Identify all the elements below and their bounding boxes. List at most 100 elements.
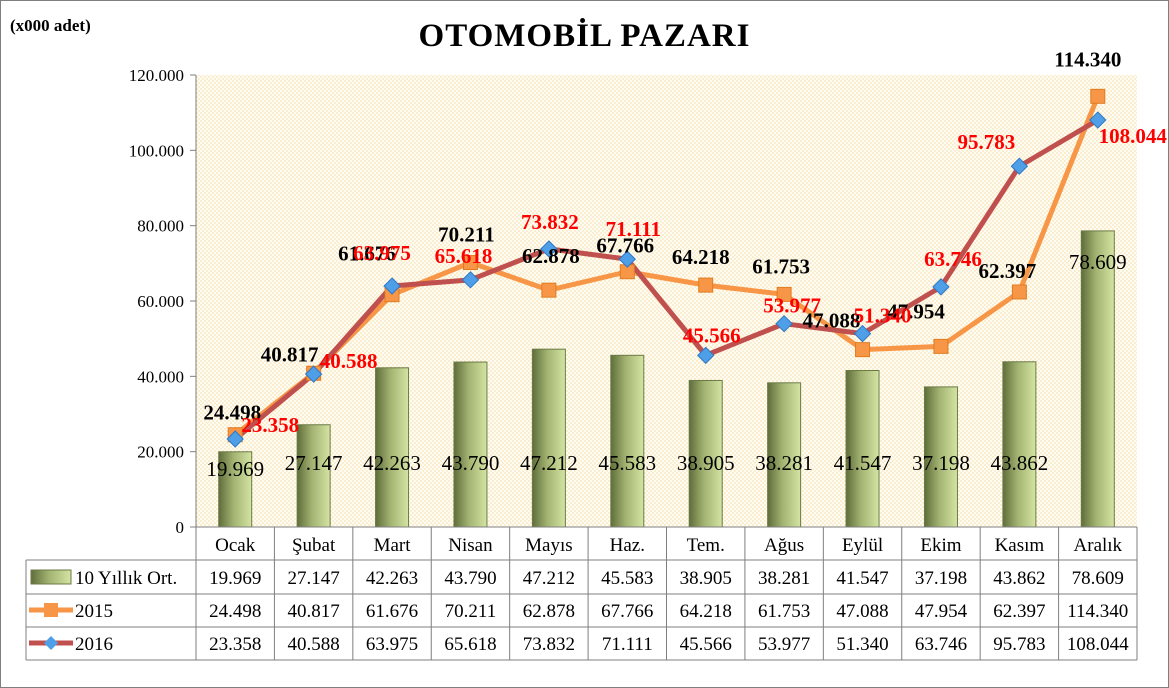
table-cell: 62.878 xyxy=(523,601,575,622)
category-label: Ocak xyxy=(215,535,256,556)
table-cell: 64.218 xyxy=(680,601,732,622)
table-cell: 38.905 xyxy=(680,568,732,589)
y-tick-label: 60.000 xyxy=(137,292,184,311)
bar-value-label: 41.547 xyxy=(834,451,892,475)
table-cell: 37.198 xyxy=(915,568,967,589)
marker-2015 xyxy=(462,255,478,271)
marker-2015 xyxy=(776,286,792,302)
bar-value-label: 43.862 xyxy=(991,451,1049,475)
category-label: Ağus xyxy=(764,535,804,556)
category-label: Haz. xyxy=(610,535,645,556)
y-tick-label: 40.000 xyxy=(137,367,184,386)
table-cell: 43.862 xyxy=(993,568,1045,589)
label-2016: 53.977 xyxy=(763,294,821,318)
y-tick-label: 100.000 xyxy=(129,141,184,160)
bar-value-label: 19.969 xyxy=(206,457,264,481)
category-label: Eylül xyxy=(842,535,883,556)
label-2015: 114.340 xyxy=(1054,47,1121,71)
bar-value-label: 42.263 xyxy=(363,451,421,475)
table-cell: 27.147 xyxy=(288,568,340,589)
table-cell: 53.977 xyxy=(758,634,810,655)
category-label: Mart xyxy=(374,535,412,556)
bar-value-label: 27.147 xyxy=(285,451,343,475)
bar-3 xyxy=(453,361,488,528)
table-cell: 73.832 xyxy=(523,634,575,655)
bar-value-label: 37.198 xyxy=(912,451,970,475)
bar-value-label: 45.583 xyxy=(598,451,656,475)
table-cell: 71.111 xyxy=(602,634,653,655)
bar-value-label: 78.609 xyxy=(1069,250,1127,274)
y-tick-label: 80.000 xyxy=(137,217,184,236)
series-line-2 xyxy=(232,117,1101,442)
label-2015: 61.753 xyxy=(752,254,810,278)
category-label: Kasım xyxy=(995,535,1045,556)
label-2015: 24.498 xyxy=(203,401,261,425)
marker-2016 xyxy=(1089,111,1107,129)
marker-2015 xyxy=(855,342,871,358)
category-label: Tem. xyxy=(687,535,725,556)
category-label: Mayıs xyxy=(525,535,573,556)
bar-4 xyxy=(531,348,566,528)
table-cell: 38.281 xyxy=(758,568,810,589)
bar-6 xyxy=(688,379,723,528)
label-2016: 108.044 xyxy=(1099,124,1168,148)
label-2015: 64.218 xyxy=(672,245,730,269)
table-cell: 63.746 xyxy=(915,634,967,655)
label-2016: 51.340 xyxy=(854,304,912,328)
marker-2015 xyxy=(933,338,949,354)
label-2016: 63.746 xyxy=(924,247,982,271)
table-cell: 61.753 xyxy=(758,601,810,622)
table-cell: 67.766 xyxy=(601,601,653,622)
table-cell: 63.975 xyxy=(366,634,418,655)
label-2015: 67.766 xyxy=(596,234,654,258)
series-line-1 xyxy=(232,93,1101,438)
table-cell: 62.397 xyxy=(993,601,1045,622)
table-cell: 114.340 xyxy=(1067,601,1128,622)
plot-area xyxy=(196,75,1137,527)
marker-2016 xyxy=(618,250,636,268)
table-cell: 47.954 xyxy=(915,601,968,622)
table-cell: 45.583 xyxy=(601,568,653,589)
table-cell: 95.783 xyxy=(993,634,1045,655)
category-label: Aralık xyxy=(1074,535,1123,556)
table-cell: 108.044 xyxy=(1067,634,1129,655)
bar-5 xyxy=(610,354,645,528)
table-cell: 41.547 xyxy=(836,568,888,589)
marker-2016 xyxy=(775,314,793,333)
label-2015: 62.397 xyxy=(979,259,1037,283)
marker-2016 xyxy=(461,271,480,289)
marker-2016 xyxy=(226,430,244,448)
table-cell: 45.566 xyxy=(680,634,732,655)
marker-2016 xyxy=(304,365,323,383)
category-label: Nisan xyxy=(448,535,493,556)
y-tick-label: 0 xyxy=(176,518,185,537)
bar-9 xyxy=(923,386,958,528)
table-cell: 19.969 xyxy=(209,568,261,589)
label-2016: 23.358 xyxy=(241,413,299,437)
label-2015: 61.676 xyxy=(338,242,396,266)
legend-label: 10 Yıllık Ort. xyxy=(75,568,177,589)
marker-2016 xyxy=(383,277,401,295)
category-label: Ekim xyxy=(920,535,961,556)
marker-2015 xyxy=(1011,284,1027,300)
bar-1 xyxy=(296,424,331,528)
marker-2016 xyxy=(540,240,558,258)
y-tick-label: 120.000 xyxy=(129,66,184,85)
label-2016: 71.111 xyxy=(606,217,661,241)
legend-key-bar xyxy=(30,569,72,585)
bar-value-label: 47.212 xyxy=(520,451,578,475)
label-2015: 47.088 xyxy=(803,309,861,333)
marker-2015 xyxy=(1090,88,1106,104)
label-2016: 95.783 xyxy=(958,130,1016,154)
bar-value-label: 38.281 xyxy=(755,451,813,475)
label-2015: 62.878 xyxy=(522,244,580,268)
bar-10 xyxy=(1002,361,1037,528)
marker-2015 xyxy=(698,277,714,293)
label-2016: 45.566 xyxy=(683,323,741,347)
y-tick-label: 20.000 xyxy=(137,443,184,462)
table-cell: 65.618 xyxy=(444,634,496,655)
label-2015: 70.211 xyxy=(438,223,495,247)
marker-2015 xyxy=(541,282,557,298)
table-cell: 42.263 xyxy=(366,568,418,589)
label-2015: 47.954 xyxy=(887,299,945,323)
